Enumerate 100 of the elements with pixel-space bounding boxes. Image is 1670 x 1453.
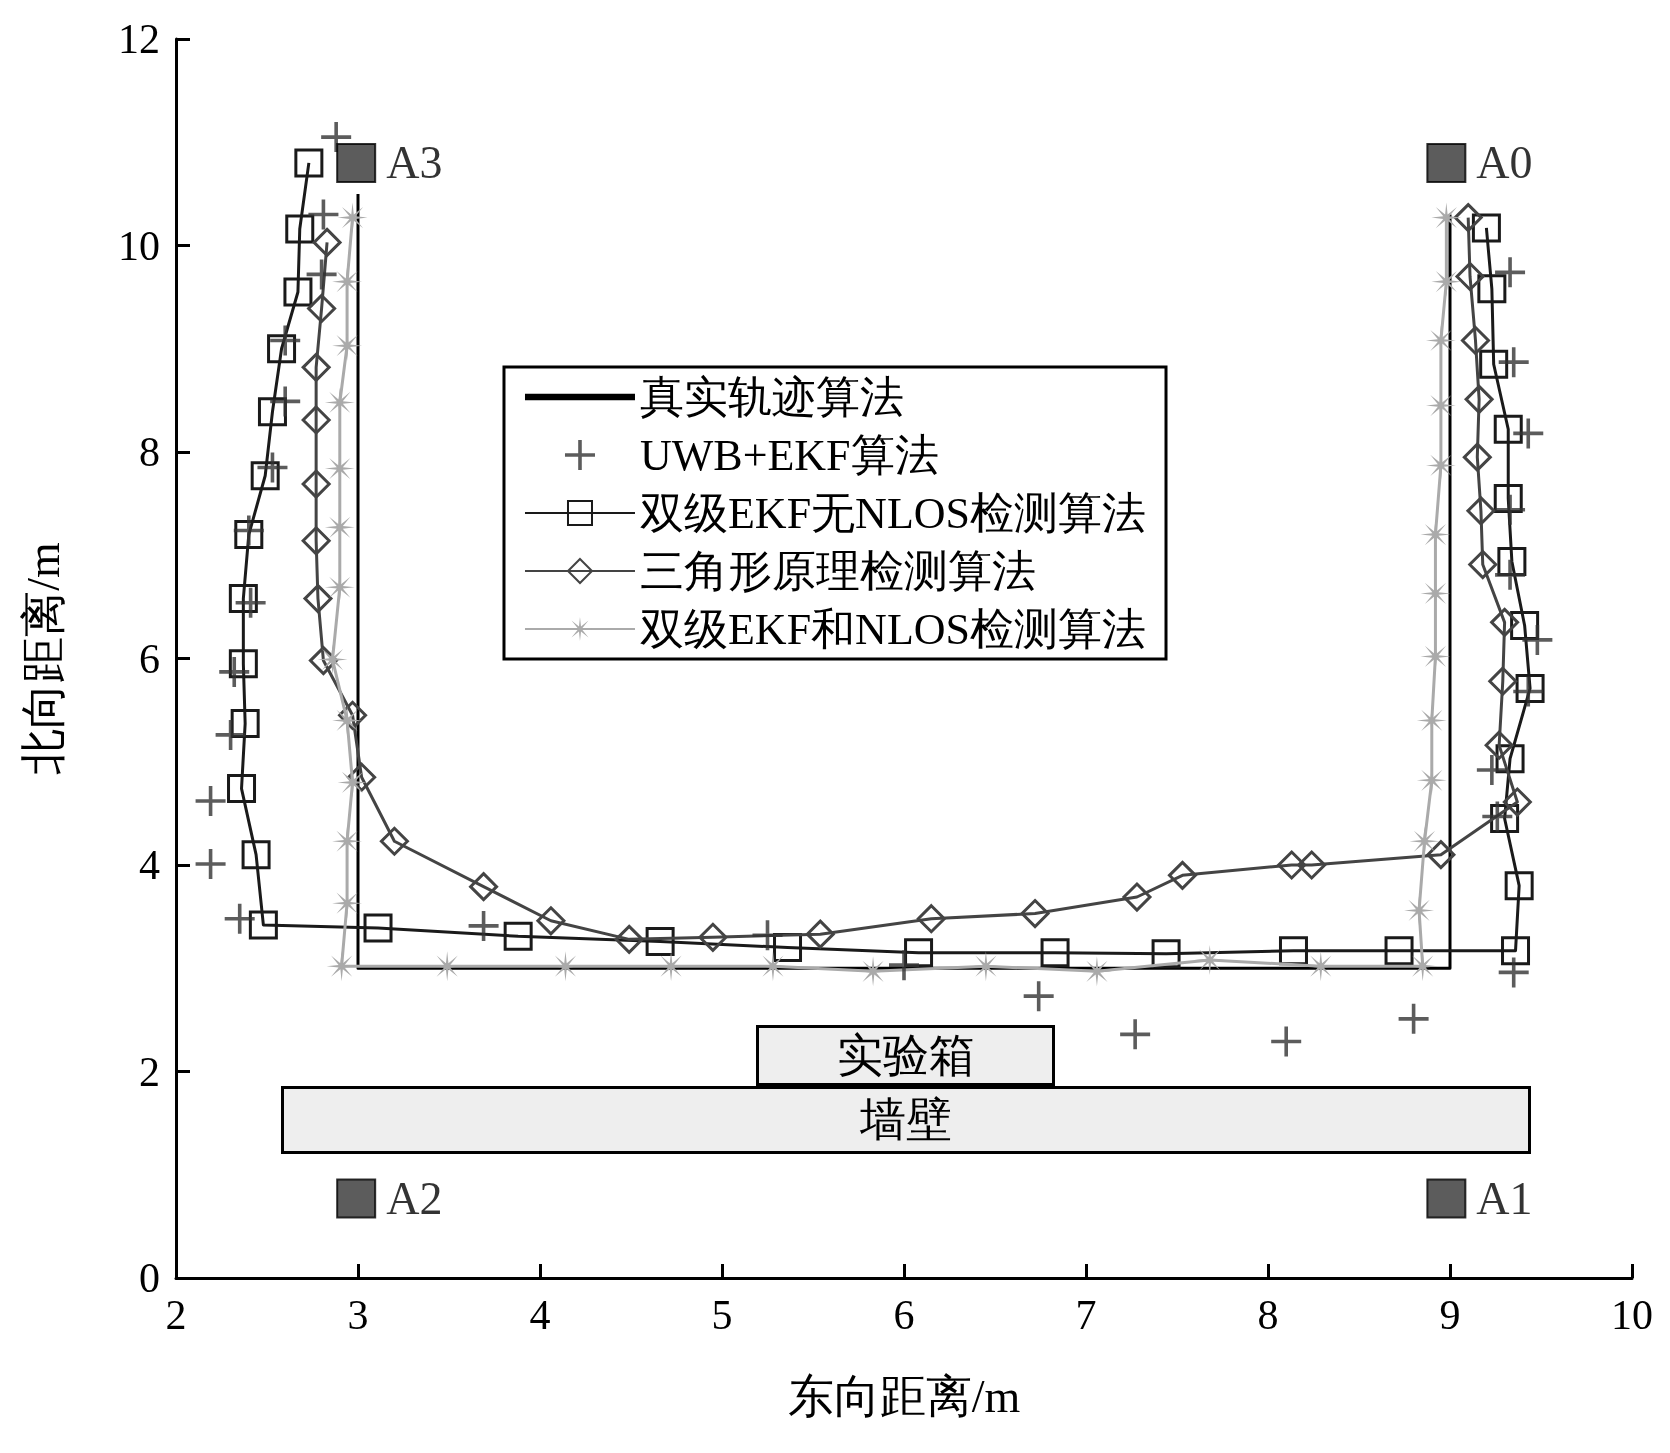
point [303,584,333,614]
point [195,785,226,816]
y-tick-label: 12 [118,16,160,62]
point [1522,624,1553,655]
point [645,926,675,956]
point [1297,850,1327,880]
y-tick-label: 8 [139,429,160,475]
point [270,325,301,356]
point [1040,938,1070,968]
point [250,461,280,491]
y-tick-label: 4 [139,842,160,888]
point [468,910,499,941]
point [336,1178,377,1219]
x-tick-label: 9 [1439,1292,1461,1338]
point [235,587,266,618]
point [889,950,919,981]
point [215,719,246,750]
x-tick-label: 3 [347,1292,369,1338]
point [307,293,337,323]
point [285,214,315,244]
point [379,826,409,856]
x-tick-label: 4 [529,1292,551,1338]
point [1468,550,1498,580]
point [1495,559,1526,590]
point [698,922,728,952]
point [1495,257,1526,288]
point [1471,213,1501,243]
point [1398,1003,1429,1034]
point [1426,142,1467,183]
point [241,840,271,870]
point [752,920,783,951]
x-tick-label: 8 [1257,1292,1279,1338]
point [283,277,313,307]
y-tick-label: 6 [139,635,160,682]
y-tick-label: 0 [139,1255,160,1301]
wall-block: 墙壁 [281,1086,1531,1154]
point [1477,274,1507,304]
point [503,921,533,951]
point [1462,442,1492,472]
point [1167,860,1197,890]
point [469,872,499,902]
point [301,352,331,382]
y-tick-label: 2 [139,1048,160,1095]
point [1498,347,1529,378]
point [1426,1178,1467,1219]
point [301,405,331,435]
experiment-box-block: 实验箱 [756,1025,1055,1086]
point [228,584,258,614]
point [1504,871,1534,901]
data-label: A0 [1476,137,1533,189]
y-tick-label: 10 [118,222,160,269]
point [1453,203,1483,233]
data-label: A1 [1476,1173,1533,1224]
point [1120,1019,1151,1050]
point [270,386,301,417]
data-label: A2 [386,1173,443,1224]
point [614,924,644,954]
x-axis-title: 东向距离/m [787,1370,1021,1422]
point [1476,755,1507,786]
point [1493,414,1523,444]
point [248,910,278,940]
point [1513,418,1544,449]
legend-label: 真实轨迹算法 [639,372,904,422]
point [1271,1026,1302,1057]
point [195,848,226,879]
point [1490,607,1520,637]
legend-label: 三角形原理检测算法 [639,546,1036,596]
point [321,122,352,153]
point [301,469,331,499]
point [1495,494,1526,525]
point [294,148,324,178]
x-tick-label: 7 [1075,1292,1097,1338]
point [1502,787,1532,817]
data-label: A3 [386,137,443,189]
point [1277,850,1307,880]
x-tick-label: 5 [711,1292,733,1338]
point [1122,882,1152,912]
point [224,903,255,934]
point [1020,899,1050,929]
point [301,526,331,556]
point [363,913,393,943]
point [1466,496,1496,526]
point [805,919,835,949]
legend-label: UWB+EKF算法 [639,430,939,480]
point [1384,936,1414,966]
point [1464,384,1494,414]
legend-label: 双级EKF和NLOS检测算法 [639,604,1147,654]
legend-label: 双级EKF无NLOS检测算法 [639,488,1147,538]
point [1479,349,1509,379]
x-tick-label: 10 [1611,1292,1653,1338]
point [916,904,946,934]
point [267,334,297,364]
point [1023,981,1054,1012]
point [227,774,257,804]
point [317,644,348,675]
point [219,656,250,687]
point [312,227,342,257]
point [1488,666,1518,696]
point [536,906,566,936]
point [1501,936,1531,966]
